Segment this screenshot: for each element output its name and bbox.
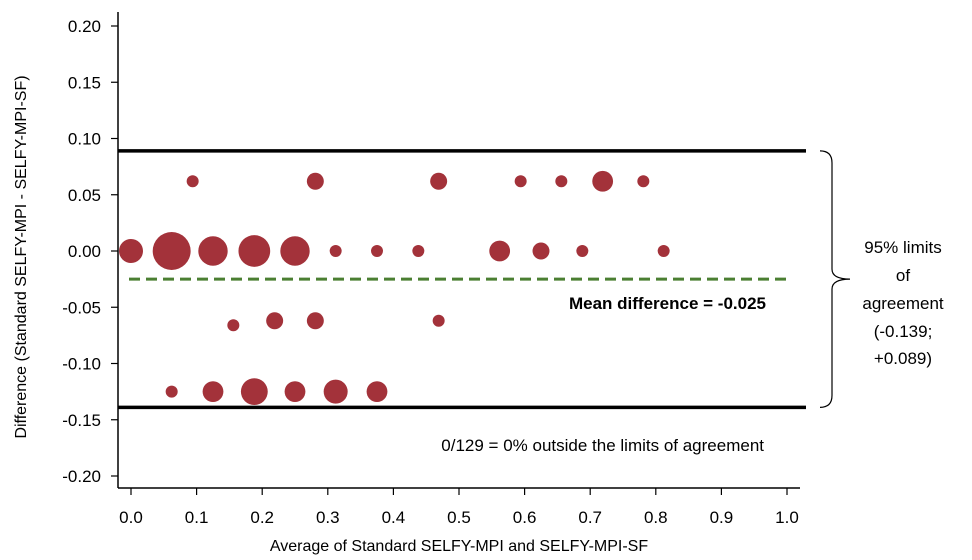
y-tick-label: -0.10: [62, 355, 101, 374]
y-tick-label: -0.05: [62, 298, 101, 317]
limits-brace: [819, 150, 851, 408]
data-point: [576, 245, 589, 257]
data-point: [202, 381, 224, 403]
data-point: [412, 245, 425, 257]
data-point: [329, 245, 342, 257]
y-tick-label: -0.20: [62, 467, 101, 486]
x-tick-label: 0.4: [382, 508, 406, 527]
data-point: [532, 242, 550, 260]
x-tick-label: 0.3: [316, 508, 340, 527]
data-point: [555, 175, 568, 188]
data-point: [284, 381, 306, 403]
x-tick-label: 0.2: [250, 508, 274, 527]
y-ticks: 0.20 0.15 0.10 0.05 0.00 -0.05 -0.10 -0.15 -0.20: [62, 17, 118, 486]
data-point: [280, 236, 310, 266]
y-tick-label: 0.20: [68, 17, 101, 36]
x-tick-label: 0.8: [644, 508, 668, 527]
data-point: [152, 232, 191, 270]
limits-text-line-4: (-0.139;: [874, 322, 933, 341]
limits-text-line-1: 95% limits: [864, 238, 941, 257]
data-point: [432, 314, 445, 327]
data-point: [238, 235, 271, 267]
y-tick-label: 0.15: [68, 73, 101, 92]
x-tick-label: 0.1: [185, 508, 209, 527]
data-point: [323, 379, 348, 404]
data-point: [306, 172, 324, 190]
limits-text-line-2: of: [896, 266, 910, 285]
x-tick-label: 0.5: [447, 508, 471, 527]
y-tick-label: 0.00: [68, 242, 101, 261]
y-axis-title: Difference (Standard SELFY-MPI - SELFY-M…: [13, 75, 30, 438]
data-point: [240, 378, 268, 406]
data-point: [198, 236, 228, 266]
x-tick-label: 1.0: [775, 508, 799, 527]
x-axis-title: Average of Standard SELFY-MPI and SELFY-…: [270, 538, 648, 555]
limits-text-line-3: agreement: [862, 294, 944, 313]
mean-difference-label: Mean difference = -0.025: [569, 294, 766, 313]
data-point: [165, 385, 178, 398]
outside-limits-label: 0/129 = 0% outside the limits of agreeme…: [441, 436, 764, 455]
data-point: [227, 319, 240, 332]
data-point: [266, 312, 284, 330]
limit-lines: [118, 149, 806, 410]
data-point: [371, 245, 383, 257]
data-point: [637, 175, 650, 188]
data-point: [306, 312, 324, 330]
data-point: [489, 240, 511, 262]
data-point: [366, 381, 388, 403]
y-tick-label: -0.15: [62, 411, 101, 430]
x-tick-label: 0.7: [578, 508, 602, 527]
data-point: [592, 170, 614, 192]
data-point: [514, 175, 527, 188]
x-tick-label: 0.0: [119, 508, 143, 527]
x-tick-label: 0.6: [513, 508, 537, 527]
data-point: [657, 245, 670, 257]
x-tick-label: 0.9: [710, 508, 734, 527]
y-tick-label: 0.10: [68, 130, 101, 149]
data-points: [119, 170, 670, 406]
x-ticks: 0.0 0.1 0.2 0.3 0.4 0.5 0.6 0.7 0.8 0.9 1.0: [119, 488, 799, 527]
limits-text-line-5: +0.089): [874, 349, 932, 368]
y-tick-label: 0.05: [68, 186, 101, 205]
limits-of-agreement-label: 95% limits of agreement (-0.139; +0.089): [862, 238, 944, 368]
data-point: [430, 172, 448, 190]
data-point: [186, 175, 199, 188]
data-point: [119, 239, 143, 263]
